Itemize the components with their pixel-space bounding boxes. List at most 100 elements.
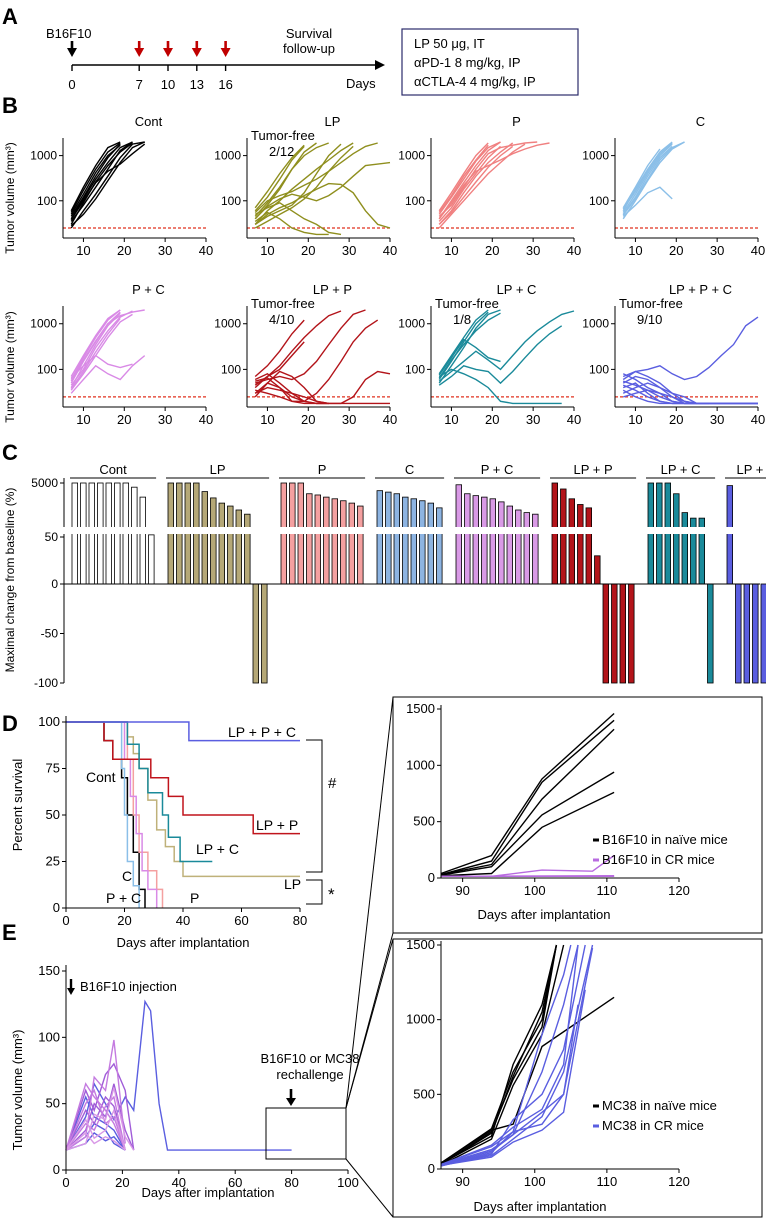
treatment-arrow-head	[163, 48, 173, 57]
y-tick-label: 1000	[406, 1012, 435, 1027]
waterfall-bar	[306, 493, 313, 585]
x-tick-label: 20	[117, 412, 131, 427]
y-tick-label: 0	[53, 900, 60, 915]
y-tick-label: 1000	[30, 149, 57, 163]
waterfall-bar	[455, 484, 462, 585]
growth-series-line	[622, 143, 673, 213]
b-ylabel-row1: Tumor volume (mm³)	[3, 142, 17, 254]
y-tick-label: 1500	[406, 937, 435, 952]
panel-letter-b: B	[2, 93, 18, 118]
growth-series-line	[622, 148, 661, 209]
waterfall-bar	[707, 583, 714, 684]
growth-series-line	[70, 143, 121, 217]
growth-series-line	[70, 143, 146, 221]
growth-series-line	[255, 319, 379, 402]
x-tick-label: 20	[301, 412, 315, 427]
tumor-free-fraction: 1/8	[453, 312, 471, 327]
growth-series-line	[254, 319, 305, 378]
x-tick-label: 30	[710, 412, 724, 427]
injection-arrow-head	[67, 48, 77, 57]
group-label: C	[405, 462, 414, 477]
growth-series-line	[438, 144, 489, 213]
survival-curve	[66, 721, 213, 863]
y-tick-label: 100	[405, 362, 425, 376]
growth-series-line	[70, 309, 145, 382]
x-tick-label: 80	[293, 913, 307, 928]
waterfall-bar	[148, 534, 155, 585]
survival-curve-label: LP + C	[196, 841, 239, 857]
tumor-volume-line	[65, 1108, 126, 1151]
subplot-title: P	[512, 114, 521, 129]
x-tick-label: 30	[710, 243, 724, 258]
x-tick-label: 100	[337, 1175, 359, 1190]
zoom-line	[345, 1158, 394, 1218]
x-tick-label: 20	[117, 243, 131, 258]
growth-series-line	[254, 142, 354, 225]
x-tick-label: 40	[383, 412, 397, 427]
tumor-free-label: Tumor-free	[251, 296, 315, 311]
b-ylabel-row2: Tumor volume (mm³)	[3, 311, 17, 423]
y-tick-label: 1000	[398, 149, 425, 163]
survival-followup-label-2: follow-up	[283, 41, 335, 56]
waterfall-bar	[436, 507, 443, 585]
legend-label: B16F10 in CR mice	[602, 852, 715, 867]
tumor-free-label: Tumor-free	[251, 128, 315, 143]
growth-series-line	[70, 318, 121, 390]
inset-series-line	[441, 854, 615, 877]
waterfall-bar	[523, 512, 530, 585]
waterfall-bar	[261, 583, 268, 684]
x-tick-label: 110	[597, 1174, 618, 1189]
growth-series-line	[70, 309, 121, 377]
tumor-volume-line	[65, 1087, 135, 1151]
inset-series-line	[440, 719, 615, 876]
inset-series-line	[440, 944, 558, 1166]
subplot-title: LP + C	[497, 282, 537, 297]
waterfall-bar	[735, 583, 742, 684]
growth-series-line	[70, 354, 133, 379]
growth-series-line	[70, 141, 145, 227]
y-tick-label: 100	[589, 362, 609, 376]
x-tick-label: 20	[669, 412, 683, 427]
x-tick-label: 10	[76, 412, 90, 427]
survival-curve-label: C	[122, 868, 132, 884]
y-tick-label: -50	[41, 627, 59, 641]
growth-series-line	[622, 141, 685, 216]
x-tick-label: 40	[383, 243, 397, 258]
panel-letter-c: C	[2, 440, 18, 465]
legend-label: MC38 in CR mice	[602, 1118, 704, 1133]
y-tick-label: 100	[38, 1029, 60, 1044]
growth-series-line	[438, 145, 501, 222]
growth-series-line	[438, 325, 563, 386]
timeline: 0 7 10 13 16	[67, 41, 385, 92]
group-label: LP + C	[661, 462, 701, 477]
x-tick-label: 40	[567, 412, 581, 427]
timeline-tick-label: 10	[161, 77, 175, 92]
timeline-arrowhead	[375, 60, 385, 70]
x-tick-label: 0	[62, 913, 69, 928]
inset-series-line	[440, 944, 579, 1166]
y-tick-label: 1500	[406, 701, 435, 716]
x-tick-label: 100	[524, 883, 546, 898]
survival-followup-label-1: Survival	[286, 26, 332, 41]
x-tick-label: 40	[176, 913, 190, 928]
rechallenge-label-1: B16F10 or MC38	[261, 1051, 360, 1066]
rechallenge-arrow-head	[286, 1098, 296, 1106]
waterfall-bar	[340, 500, 347, 585]
group-label: P	[318, 462, 327, 477]
x-tick-label: 60	[234, 913, 248, 928]
waterfall-bar	[131, 486, 138, 585]
subplot-title: LP + P + C	[669, 282, 732, 297]
x-tick-label: 120	[668, 1174, 690, 1189]
e-ylabel: Tumor volume (mm³)	[10, 1030, 25, 1151]
treatment-arrow-head	[191, 48, 202, 57]
x-tick-label: 40	[199, 412, 213, 427]
treatment-legend-box	[401, 28, 579, 96]
growth-series-line	[438, 368, 562, 405]
growth-series-line	[438, 309, 489, 375]
significance-bracket-hash	[306, 739, 323, 873]
treatment-legend-item: αCTLA-4 4 mg/kg, IP	[414, 74, 536, 89]
subplot-title: C	[696, 114, 705, 129]
rechallenge-zoom-box	[265, 1107, 347, 1160]
x-tick-label: 10	[444, 243, 458, 258]
waterfall-bar	[201, 491, 208, 585]
